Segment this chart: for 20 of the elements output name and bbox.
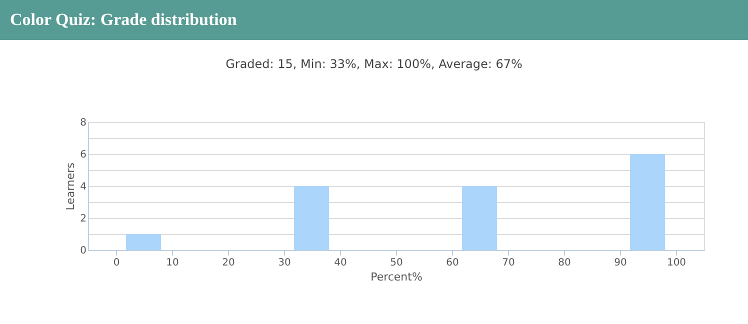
x-tick-label: 100 [666, 258, 686, 268]
y-tick-label: 8 [80, 118, 86, 128]
x-tick-label: 80 [558, 258, 571, 268]
x-axis-title: Percent% [370, 270, 422, 284]
y-tick-label: 2 [80, 214, 86, 224]
x-tick-label: 0 [113, 258, 120, 268]
chart-subtitle: Graded: 15, Min: 33%, Max: 100%, Average: 67% [226, 57, 522, 71]
y-axis-title: Learners [64, 162, 78, 210]
x-tick-label: 90 [614, 258, 627, 268]
x-tick-label: 10 [166, 258, 179, 268]
y-tick-label: 0 [80, 246, 86, 256]
x-tick-label: 50 [390, 258, 403, 268]
x-tick-label: 30 [278, 258, 291, 268]
x-tick-label: 70 [502, 258, 515, 268]
x-tick-label: 20 [222, 258, 235, 268]
y-tick-label: 6 [80, 150, 86, 160]
x-tick-label: 40 [334, 258, 347, 268]
chart-title: Color Quiz: Grade distribution [10, 10, 238, 29]
x-tick-label: 60 [446, 258, 459, 268]
y-tick-label: 4 [80, 182, 86, 192]
